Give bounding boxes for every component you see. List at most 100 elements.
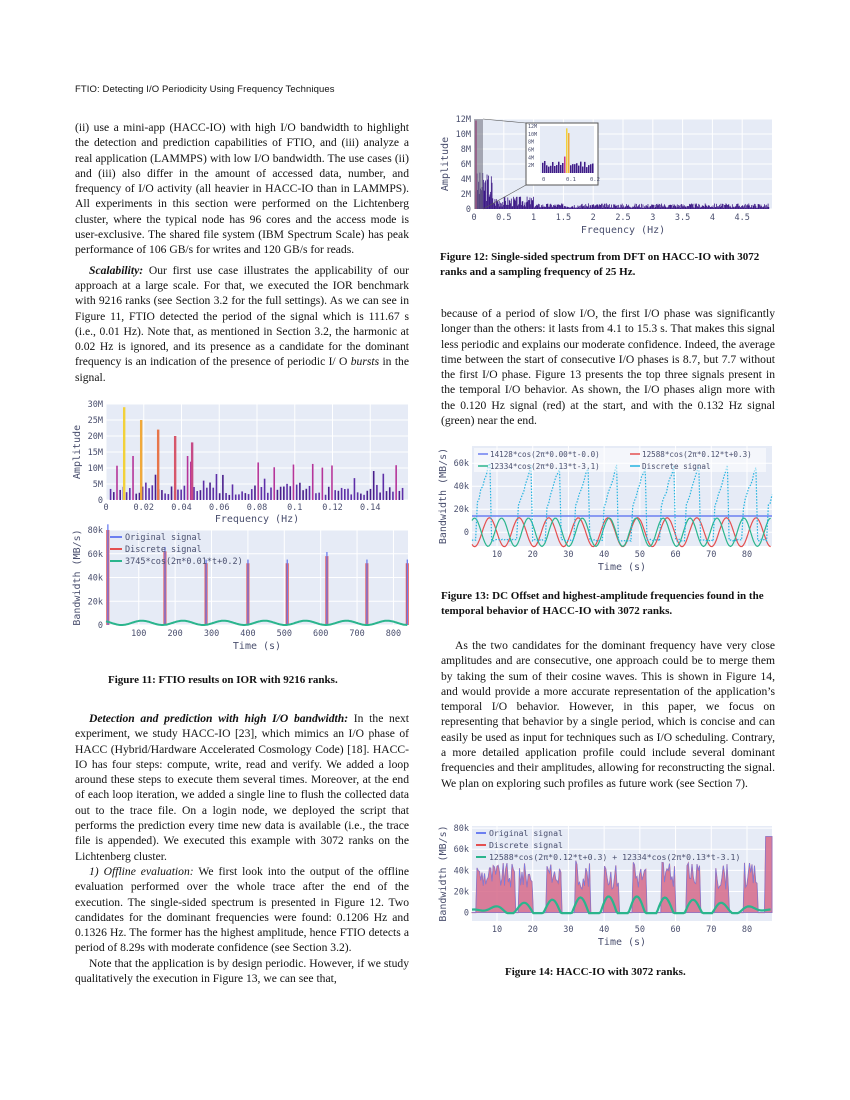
spectrum-bar [222,474,224,500]
spectrum-bar [286,483,288,500]
spectrum-bar [637,206,639,209]
spectrum-bar [701,206,702,209]
spectrum-bar [729,205,731,209]
x-axis-label: Time (s) [598,562,646,573]
spectrum-bar [551,207,553,209]
spectrum-bar [598,204,600,209]
y-tick-label: 60k [88,550,103,560]
spectrum-bar [616,205,617,209]
spectrum-bar [193,487,195,500]
spectrum-bar [692,203,694,209]
left-column-top: (ii) use a mini-app (HACC-IO) with high … [75,120,409,385]
spectrum-bar [691,203,692,209]
y-axis-label: Amplitude [440,137,451,191]
spectrum-bar [643,207,645,209]
spectrum-bar [684,205,685,209]
paragraph-end: in the signal. [75,355,409,384]
emphasis: bursts [350,355,380,369]
spectrum-bar [756,207,758,209]
spectrum-bar [558,204,560,209]
spectrum-bar [489,194,491,209]
inset-bar [568,133,570,173]
spectrum-bar [331,465,333,500]
spectrum-bar [753,205,755,209]
spectrum-bar [586,205,587,209]
spectrum-bar [722,204,724,209]
spectrum-bar [180,489,182,500]
spectrum-bar [539,207,541,209]
spectrum-bar [651,204,652,209]
spectrum-bar [739,205,740,209]
y-tick-label: 60k [454,845,469,855]
spectrum-bar [665,206,667,209]
running-header: FTIO: Detecting I/O Periodicity Using Fr… [75,84,335,95]
spectrum-bar [570,207,572,209]
spectrum-bar [605,206,607,209]
spectrum-bar [615,206,617,209]
x-tick-label: 0.02 [134,503,154,513]
spectrum-bar [218,493,221,500]
spectrum-bar [702,205,704,209]
spectrum-bar [649,205,651,209]
x-tick-label: 0.08 [247,503,267,513]
spectrum-bar [523,206,524,209]
spectrum-bar [661,206,663,209]
spectrum-bar [628,206,630,209]
y-tick-label: 40k [88,574,103,584]
spectrum-bar [273,467,276,500]
original-peak [326,551,328,625]
spectrum-bar [604,203,606,209]
spectrum-bar [542,204,544,209]
spectrum-bar [679,205,680,209]
inset-bar [584,161,586,173]
spectrum-bar [656,205,658,209]
spectrum-bar [672,204,674,209]
spectrum-bar [556,206,557,209]
spectrum-bar [618,207,620,209]
spectrum-bar [636,206,638,209]
spectrum-bar [561,204,563,209]
x-tick-label: 2.5 [615,213,630,223]
spectrum-bar [553,205,554,209]
x-tick-label: 4 [710,213,715,223]
y-tick-label: 0 [464,909,469,919]
spectrum-bar [726,204,728,209]
spectrum-bar [363,494,365,500]
spectrum-bar [677,206,679,209]
spectrum-bar [506,204,508,209]
spectrum-bar [536,205,538,209]
inset-bar [574,164,576,173]
spectrum-bar [606,204,608,209]
spectrum-bar [523,204,525,209]
spectrum-bar [603,203,605,209]
x-axis-label: Time (s) [233,641,281,652]
spectrum-bar [611,207,613,209]
x-axis-label: Time (s) [598,937,646,948]
spectrum-bar [484,182,486,209]
spectrum-bar [535,204,537,209]
y-tick-label: 20k [88,597,103,607]
spectrum-bar [577,205,579,209]
spectrum-bar [548,206,550,209]
figure-14: 0 20k 40k 60k 80k 10 20 30 40 50 60 70 80 Original si… [438,824,773,948]
spectrum-bar [395,465,397,500]
inset-bar [564,156,566,173]
spectrum-bar [709,205,710,209]
spectrum-bar [607,206,609,209]
spectrum-bar [557,204,559,209]
spectrum-bar [244,493,247,500]
spectrum-bar [721,206,723,209]
spectrum-bar [350,494,353,500]
spectrum-bar [719,206,721,209]
spectrum-bar [145,482,147,500]
spectrum-bar [741,205,743,209]
spectrum-bar [707,205,709,209]
spectrum-bar [671,207,673,209]
spectrum-bar [575,207,577,209]
spectrum-bar [490,176,492,209]
spectrum-bar [164,493,166,500]
paragraph-lead: Scalability: [89,263,144,277]
spectrum-bar [125,492,128,500]
spectrum-bar [733,206,735,209]
x-tick-label: 700 [349,629,364,639]
